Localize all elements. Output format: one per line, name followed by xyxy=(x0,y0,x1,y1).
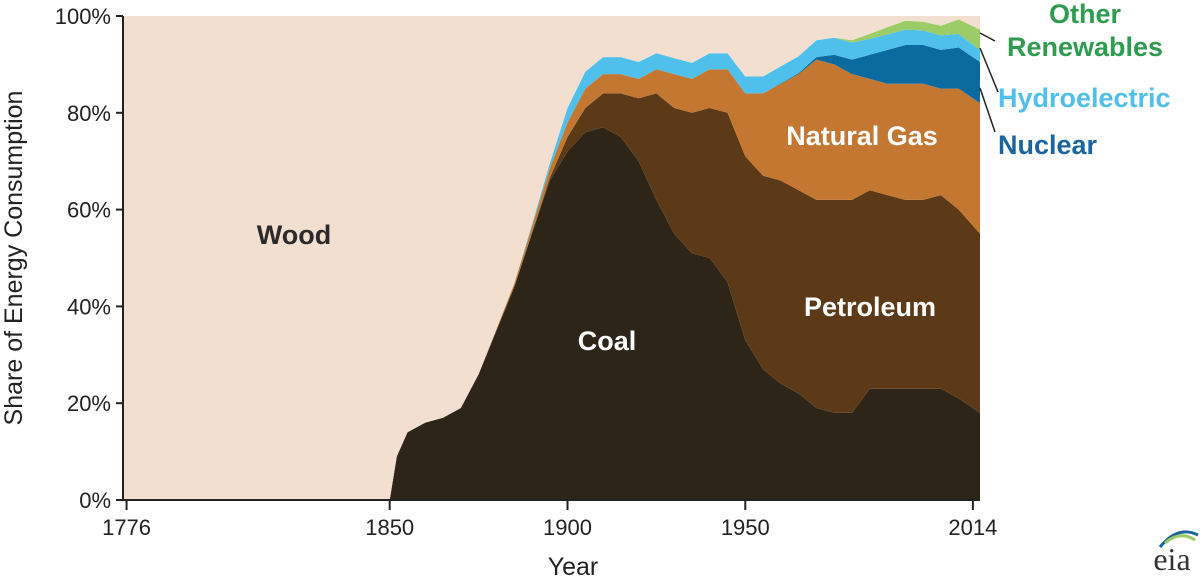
area-label-natural-gas: Natural Gas xyxy=(786,121,938,151)
legend-leader-hydroelectric xyxy=(979,47,999,93)
area-natural-gas xyxy=(123,59,980,500)
y-tick-label: 100% xyxy=(55,4,111,29)
legend-other-renewables-line2: Renewables xyxy=(1007,32,1163,62)
legend: Other Renewables Hydroelectric Nuclear xyxy=(979,0,1171,160)
area-wood xyxy=(123,16,980,500)
y-tick-label: 80% xyxy=(67,101,111,126)
y-tick-label: 60% xyxy=(67,198,111,223)
stacked-areas xyxy=(123,16,980,501)
legend-other-renewables-line1: Other xyxy=(1049,0,1122,29)
y-ticks: 0% 20% 40% 60% 80% 100% xyxy=(55,4,123,513)
area-label-wood: Wood xyxy=(257,220,331,250)
area-label-petroleum: Petroleum xyxy=(804,292,936,322)
eia-logo: eia xyxy=(1153,530,1199,577)
legend-nuclear: Nuclear xyxy=(998,130,1098,160)
y-tick-label: 40% xyxy=(67,294,111,319)
axes xyxy=(122,16,980,501)
x-axis-title: Year xyxy=(548,553,599,579)
x-ticks: 1776 1850 1900 1950 2014 xyxy=(102,500,997,540)
legend-leader-nuclear xyxy=(979,87,996,133)
logo-swoosh-green xyxy=(1164,534,1196,545)
legend-hydroelectric: Hydroelectric xyxy=(998,83,1171,113)
y-axis-title: Share of Energy Consumption xyxy=(0,91,28,426)
x-tick-label: 1950 xyxy=(721,515,770,540)
area-petroleum xyxy=(123,93,980,501)
x-tick-label: 1850 xyxy=(365,515,414,540)
x-tick-label: 2014 xyxy=(948,515,997,540)
logo-swoosh-blue xyxy=(1158,530,1199,548)
y-tick-label: 20% xyxy=(67,391,111,416)
x-tick-label: 1900 xyxy=(543,515,592,540)
area-label-coal: Coal xyxy=(578,326,637,356)
area-coal xyxy=(123,127,980,501)
logo-text: eia xyxy=(1153,541,1190,577)
y-tick-label: 0% xyxy=(79,488,111,513)
x-tick-label: 1776 xyxy=(102,515,151,540)
legend-leader-other-renewables xyxy=(979,32,996,42)
